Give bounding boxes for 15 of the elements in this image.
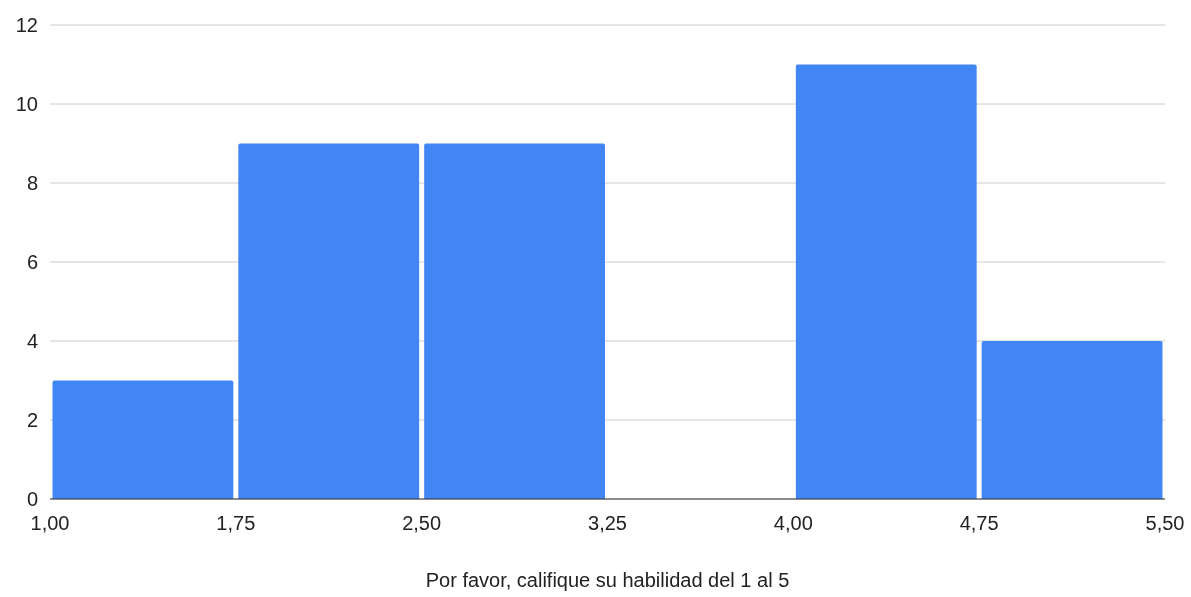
- x-tick-label: 4,75: [959, 512, 999, 534]
- x-tick-label: 3,25: [588, 512, 627, 534]
- y-tick-label: 12: [15, 14, 38, 36]
- x-tick-label: 1,00: [30, 512, 70, 534]
- x-axis-title: Por favor, califique su habilidad del 1 al 5: [425, 569, 790, 591]
- x-tick-label: 1,75: [216, 512, 256, 534]
- y-tick-label: 10: [15, 93, 38, 115]
- y-tick-label: 0: [26, 488, 38, 510]
- y-tick-label: 4: [26, 330, 38, 352]
- y-tick-label: 8: [26, 172, 38, 194]
- y-tick-label: 2: [26, 409, 38, 431]
- x-tick-label: 5,50: [1145, 512, 1185, 534]
- x-tick-label: 4,00: [773, 512, 813, 534]
- y-tick-label: 6: [26, 251, 38, 273]
- x-tick-label: 2,50: [402, 512, 442, 534]
